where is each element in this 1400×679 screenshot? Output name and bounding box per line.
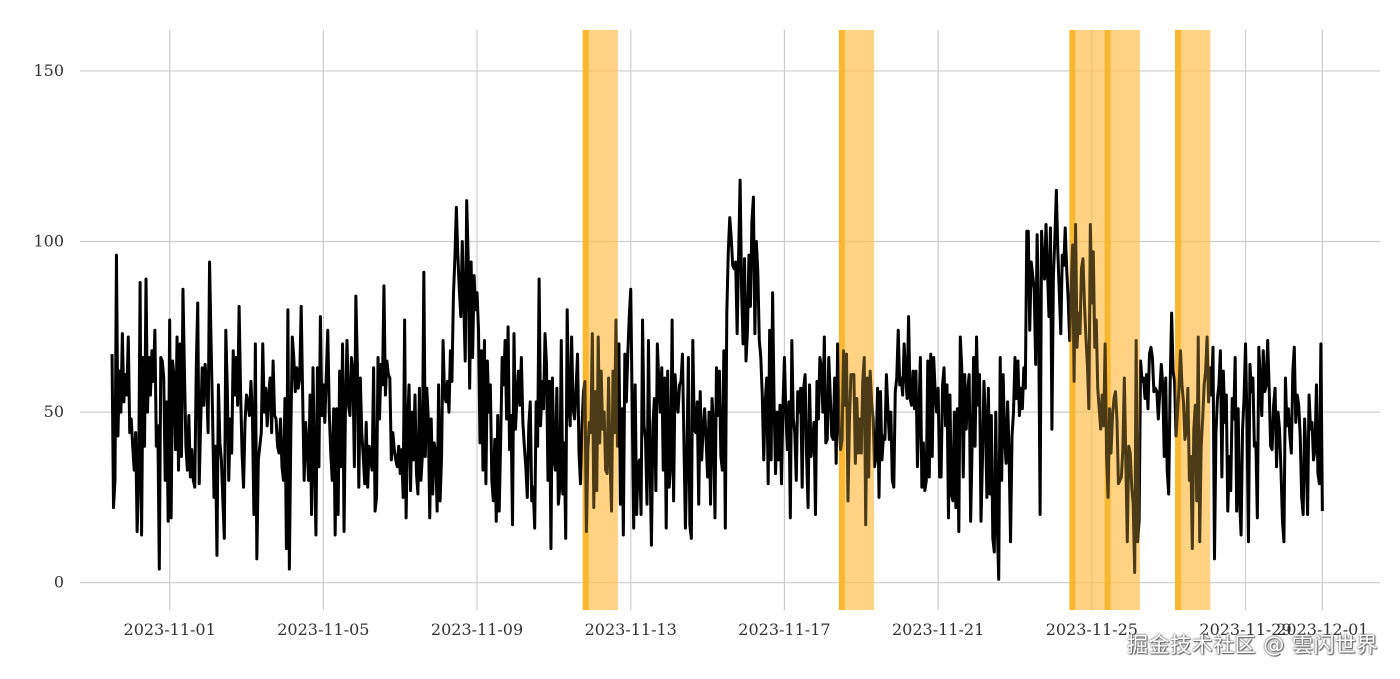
x-tick-label: 2023-11-13	[585, 620, 677, 639]
anomaly-band-edge	[1104, 30, 1111, 610]
series-layer	[110, 178, 1324, 581]
x-tick-label: 2023-11-29	[1199, 620, 1291, 639]
x-tick-label: 2023-11-09	[431, 620, 523, 639]
y-axis-ticks: 0 50 100 150	[33, 61, 64, 592]
y-tick-label: 100	[33, 232, 64, 251]
band-overlay	[582, 30, 1211, 610]
x-tick-label: 2023-12-01	[1276, 620, 1368, 639]
y-tick-label: 50	[44, 402, 64, 421]
x-tick-label: 2023-11-17	[738, 620, 830, 639]
watermark: 掘金技术社区 @ 雲闪世界	[1127, 633, 1378, 657]
anomaly-band-tint	[582, 30, 618, 610]
x-tick-label: 2023-11-01	[124, 620, 216, 639]
anomaly-band-edge	[1175, 30, 1182, 610]
anomaly-band-edge	[582, 30, 589, 610]
anomaly-band-edge	[838, 30, 845, 610]
y-tick-label: 150	[33, 61, 64, 80]
x-tick-label: 2023-11-21	[892, 620, 984, 639]
x-tick-label: 2023-11-25	[1046, 620, 1138, 639]
anomaly-band-tint	[1069, 30, 1105, 610]
x-tick-label: 2023-11-05	[277, 620, 369, 639]
series-line	[110, 178, 1324, 581]
anomaly-band-tint	[1175, 30, 1211, 610]
x-axis-ticks: 2023-11-01 2023-11-05 2023-11-09 2023-11-13…	[124, 620, 1369, 639]
y-tick-label: 0	[54, 573, 64, 592]
anomaly-band-tint	[838, 30, 875, 610]
anomaly-band-tint	[1104, 30, 1140, 610]
